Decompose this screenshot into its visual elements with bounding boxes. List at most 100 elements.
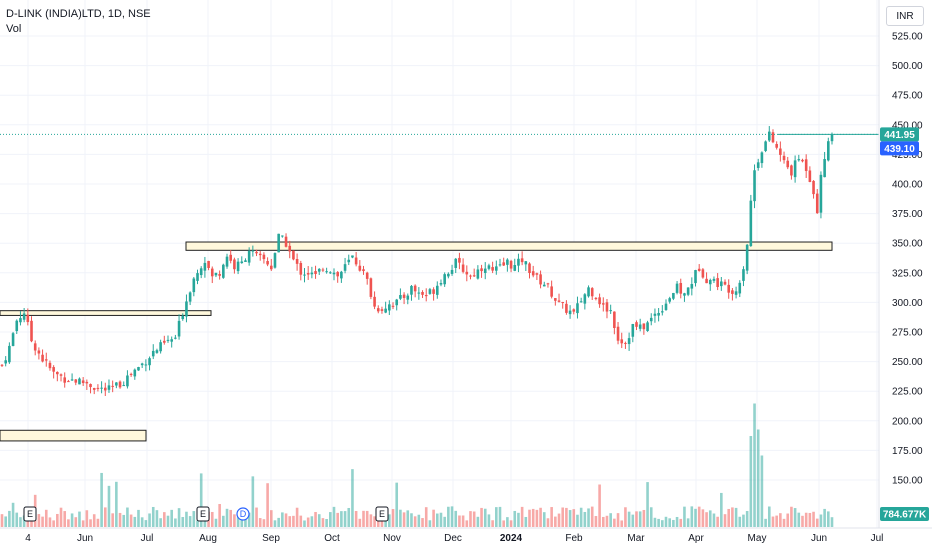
candle-body — [594, 297, 598, 300]
volume-tag-text: 784.677K — [883, 510, 927, 521]
earnings-marker[interactable] — [23, 506, 37, 522]
zone-rect[interactable] — [0, 429, 147, 442]
volume-bar — [661, 520, 664, 527]
candle-body — [33, 343, 37, 351]
volume-bar — [218, 504, 221, 527]
volume-bar — [506, 517, 509, 527]
time-tick-label: Jul — [141, 533, 154, 544]
candle-body — [19, 318, 22, 323]
candle-body — [749, 200, 753, 247]
candle-body — [561, 302, 565, 304]
candle-body — [67, 381, 70, 383]
zone-rect[interactable] — [0, 310, 212, 316]
volume-bar — [70, 513, 74, 527]
candle-body — [554, 298, 557, 301]
volume-bar — [756, 429, 760, 527]
earnings-marker[interactable] — [196, 506, 210, 522]
volume-bar — [163, 512, 166, 527]
volume-bar — [723, 514, 727, 527]
volume-bar — [137, 509, 140, 527]
candle-body — [565, 303, 568, 313]
volume-bar — [495, 507, 498, 527]
volume-bar — [738, 516, 742, 527]
candle-body — [539, 274, 542, 285]
candle-body — [620, 339, 624, 344]
volume-bar — [92, 514, 96, 527]
volume-bar — [520, 506, 524, 527]
volume-bar — [653, 517, 657, 527]
price-tick-label: 200.00 — [892, 416, 923, 427]
volume-bar — [657, 518, 660, 527]
candle-body — [727, 284, 731, 293]
candle-body — [140, 363, 144, 366]
volume-bar — [823, 508, 826, 527]
volume-bar — [89, 519, 92, 527]
volume-bar — [277, 517, 280, 527]
candle-body — [199, 268, 203, 276]
volume-bar — [126, 507, 129, 527]
volume-bar — [587, 508, 590, 527]
earnings-marker-label: E — [379, 509, 385, 519]
candle-body — [417, 292, 421, 294]
price-tick-label: 400.00 — [892, 180, 923, 191]
time-axis[interactable]: 4 Jun Jul Aug Sep Oct Nov Dec 2024 Feb Mar Apr May Ju… — [25, 533, 883, 544]
candle-body — [483, 268, 487, 273]
volume-bar — [122, 514, 126, 527]
candle-body — [78, 378, 81, 385]
candle-body — [52, 367, 55, 372]
volume-bar — [269, 510, 273, 527]
volume-bar — [627, 511, 631, 527]
candle-body — [531, 271, 535, 276]
candle-body — [694, 270, 697, 284]
candle-body — [236, 261, 240, 272]
volume-bar — [572, 509, 576, 527]
candle-body — [708, 279, 712, 285]
candle-body — [376, 308, 380, 312]
currency-button[interactable]: INR — [886, 6, 924, 26]
price-tick-label: 275.00 — [892, 328, 923, 339]
volume-bar — [491, 520, 494, 527]
price-tick-label: 375.00 — [892, 209, 923, 220]
volume-bar — [638, 511, 642, 527]
volume-bar — [251, 476, 255, 527]
candle-body — [329, 272, 332, 274]
candle-body — [428, 289, 432, 294]
earnings-marker[interactable] — [375, 506, 389, 522]
candle-body — [771, 132, 775, 143]
volume-bar — [528, 509, 531, 527]
candle-body — [734, 291, 738, 295]
volume-bar — [720, 492, 723, 527]
candle-body — [495, 266, 498, 271]
candle-body — [797, 159, 801, 161]
time-tick-label: Jun — [811, 533, 827, 544]
candle-body — [793, 160, 797, 178]
volume-bar — [815, 518, 819, 527]
candle-body — [605, 302, 609, 312]
volume-bar — [631, 514, 635, 527]
candle-body — [557, 300, 561, 302]
volume-bar — [432, 509, 435, 527]
volume-bar — [310, 516, 314, 527]
candle-body — [255, 251, 258, 254]
candle-body — [649, 317, 653, 322]
candle-body — [4, 360, 7, 364]
volume-bar — [37, 514, 41, 527]
volume-bar — [697, 506, 701, 527]
dividend-marker[interactable] — [236, 507, 250, 521]
price-axis[interactable]: 150.00 175.00 200.00 225.00 250.00 275.00 300.… — [892, 32, 923, 487]
candle-body — [126, 375, 129, 387]
candle-body — [188, 292, 192, 302]
candle-body — [642, 323, 646, 330]
candle-body — [712, 278, 716, 281]
zone-rect[interactable] — [185, 241, 833, 251]
candle-body — [646, 322, 649, 332]
candle-body — [720, 281, 723, 287]
candle-body — [465, 271, 469, 275]
candle-body — [8, 345, 11, 363]
candle-body — [672, 292, 675, 299]
candle-body — [447, 273, 450, 277]
candle-body — [214, 272, 218, 276]
candle-body — [476, 269, 480, 279]
